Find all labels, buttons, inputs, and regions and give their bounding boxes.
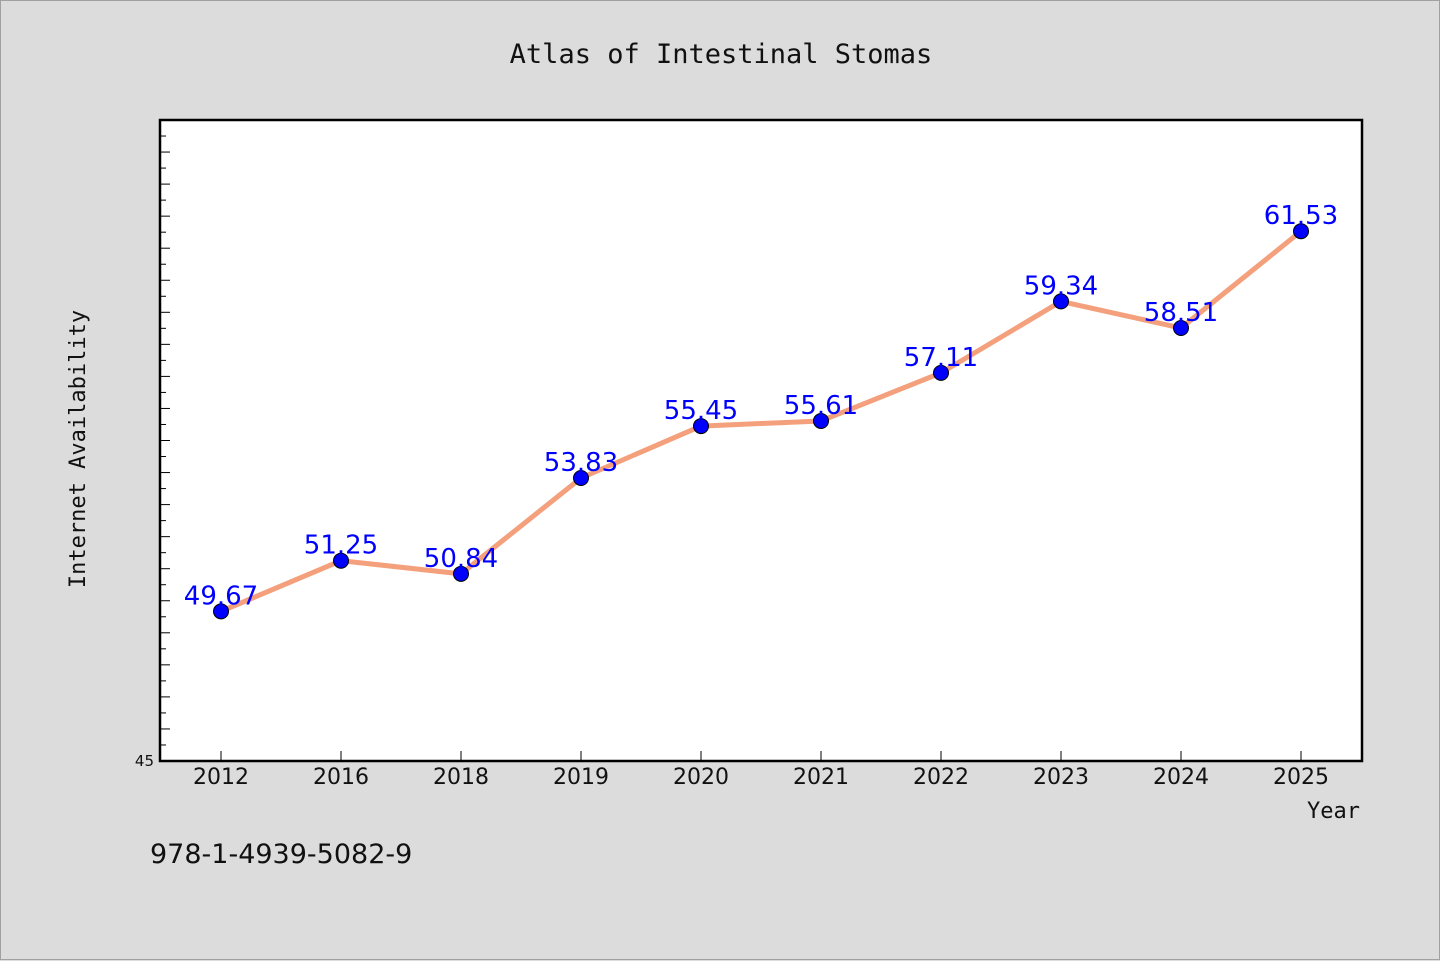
x-tick-label: 2022 [913,765,969,790]
x-tick-label: 2025 [1273,765,1329,790]
chart-title: Atlas of Intestinal Stomas [510,39,933,70]
x-axis-label: Year [1307,799,1360,824]
data-point [1173,320,1189,337]
data-label: 57.11 [904,343,978,373]
data-label: 59.34 [1024,271,1098,301]
y-tick-label: 45 [135,752,154,770]
data-point [813,412,829,429]
data-label: 55.45 [664,396,738,426]
y-axis-tick-labels: 45 [135,752,154,770]
x-tick-label: 2019 [553,765,609,790]
y-axis-label: Internet Availability [66,310,91,588]
x-tick-label: 2016 [313,765,369,790]
data-label: 50.84 [424,544,498,574]
data-point [1293,223,1309,240]
data-point [573,469,589,486]
x-axis-tick-labels: 2012 2016 2018 2019 2020 2021 2022 2023 2024 2025 [193,765,1329,790]
plot-area [158,118,1364,763]
data-point [693,418,709,435]
x-tick-label: 2021 [793,765,849,790]
data-point [933,364,949,381]
data-label: 53.83 [544,448,618,478]
x-tick-label: 2023 [1033,765,1089,790]
data-point [213,603,229,620]
data-label: 58.51 [1144,298,1218,328]
x-tick-label: 2012 [193,765,249,790]
x-axis-ticks [220,751,1302,761]
data-label: 55.61 [784,391,858,421]
data-labels: 49.67 51.25 50.84 53.83 55.45 55.61 57.11 59.34… [184,201,1338,611]
data-point [333,552,349,569]
x-tick-label: 2020 [673,765,729,790]
data-point [453,565,469,582]
isbn-annotation: 978-1-4939-5082-9 [150,839,412,870]
y-axis-ticks [160,135,170,762]
x-tick-label: 2024 [1153,765,1209,790]
data-label: 49.67 [184,581,258,611]
data-point [1053,293,1069,310]
data-label: 51.25 [304,531,378,561]
series-line [218,228,1304,614]
series-markers [213,223,1309,620]
x-tick-label: 2018 [433,765,489,790]
data-label: 61.53 [1264,201,1338,231]
